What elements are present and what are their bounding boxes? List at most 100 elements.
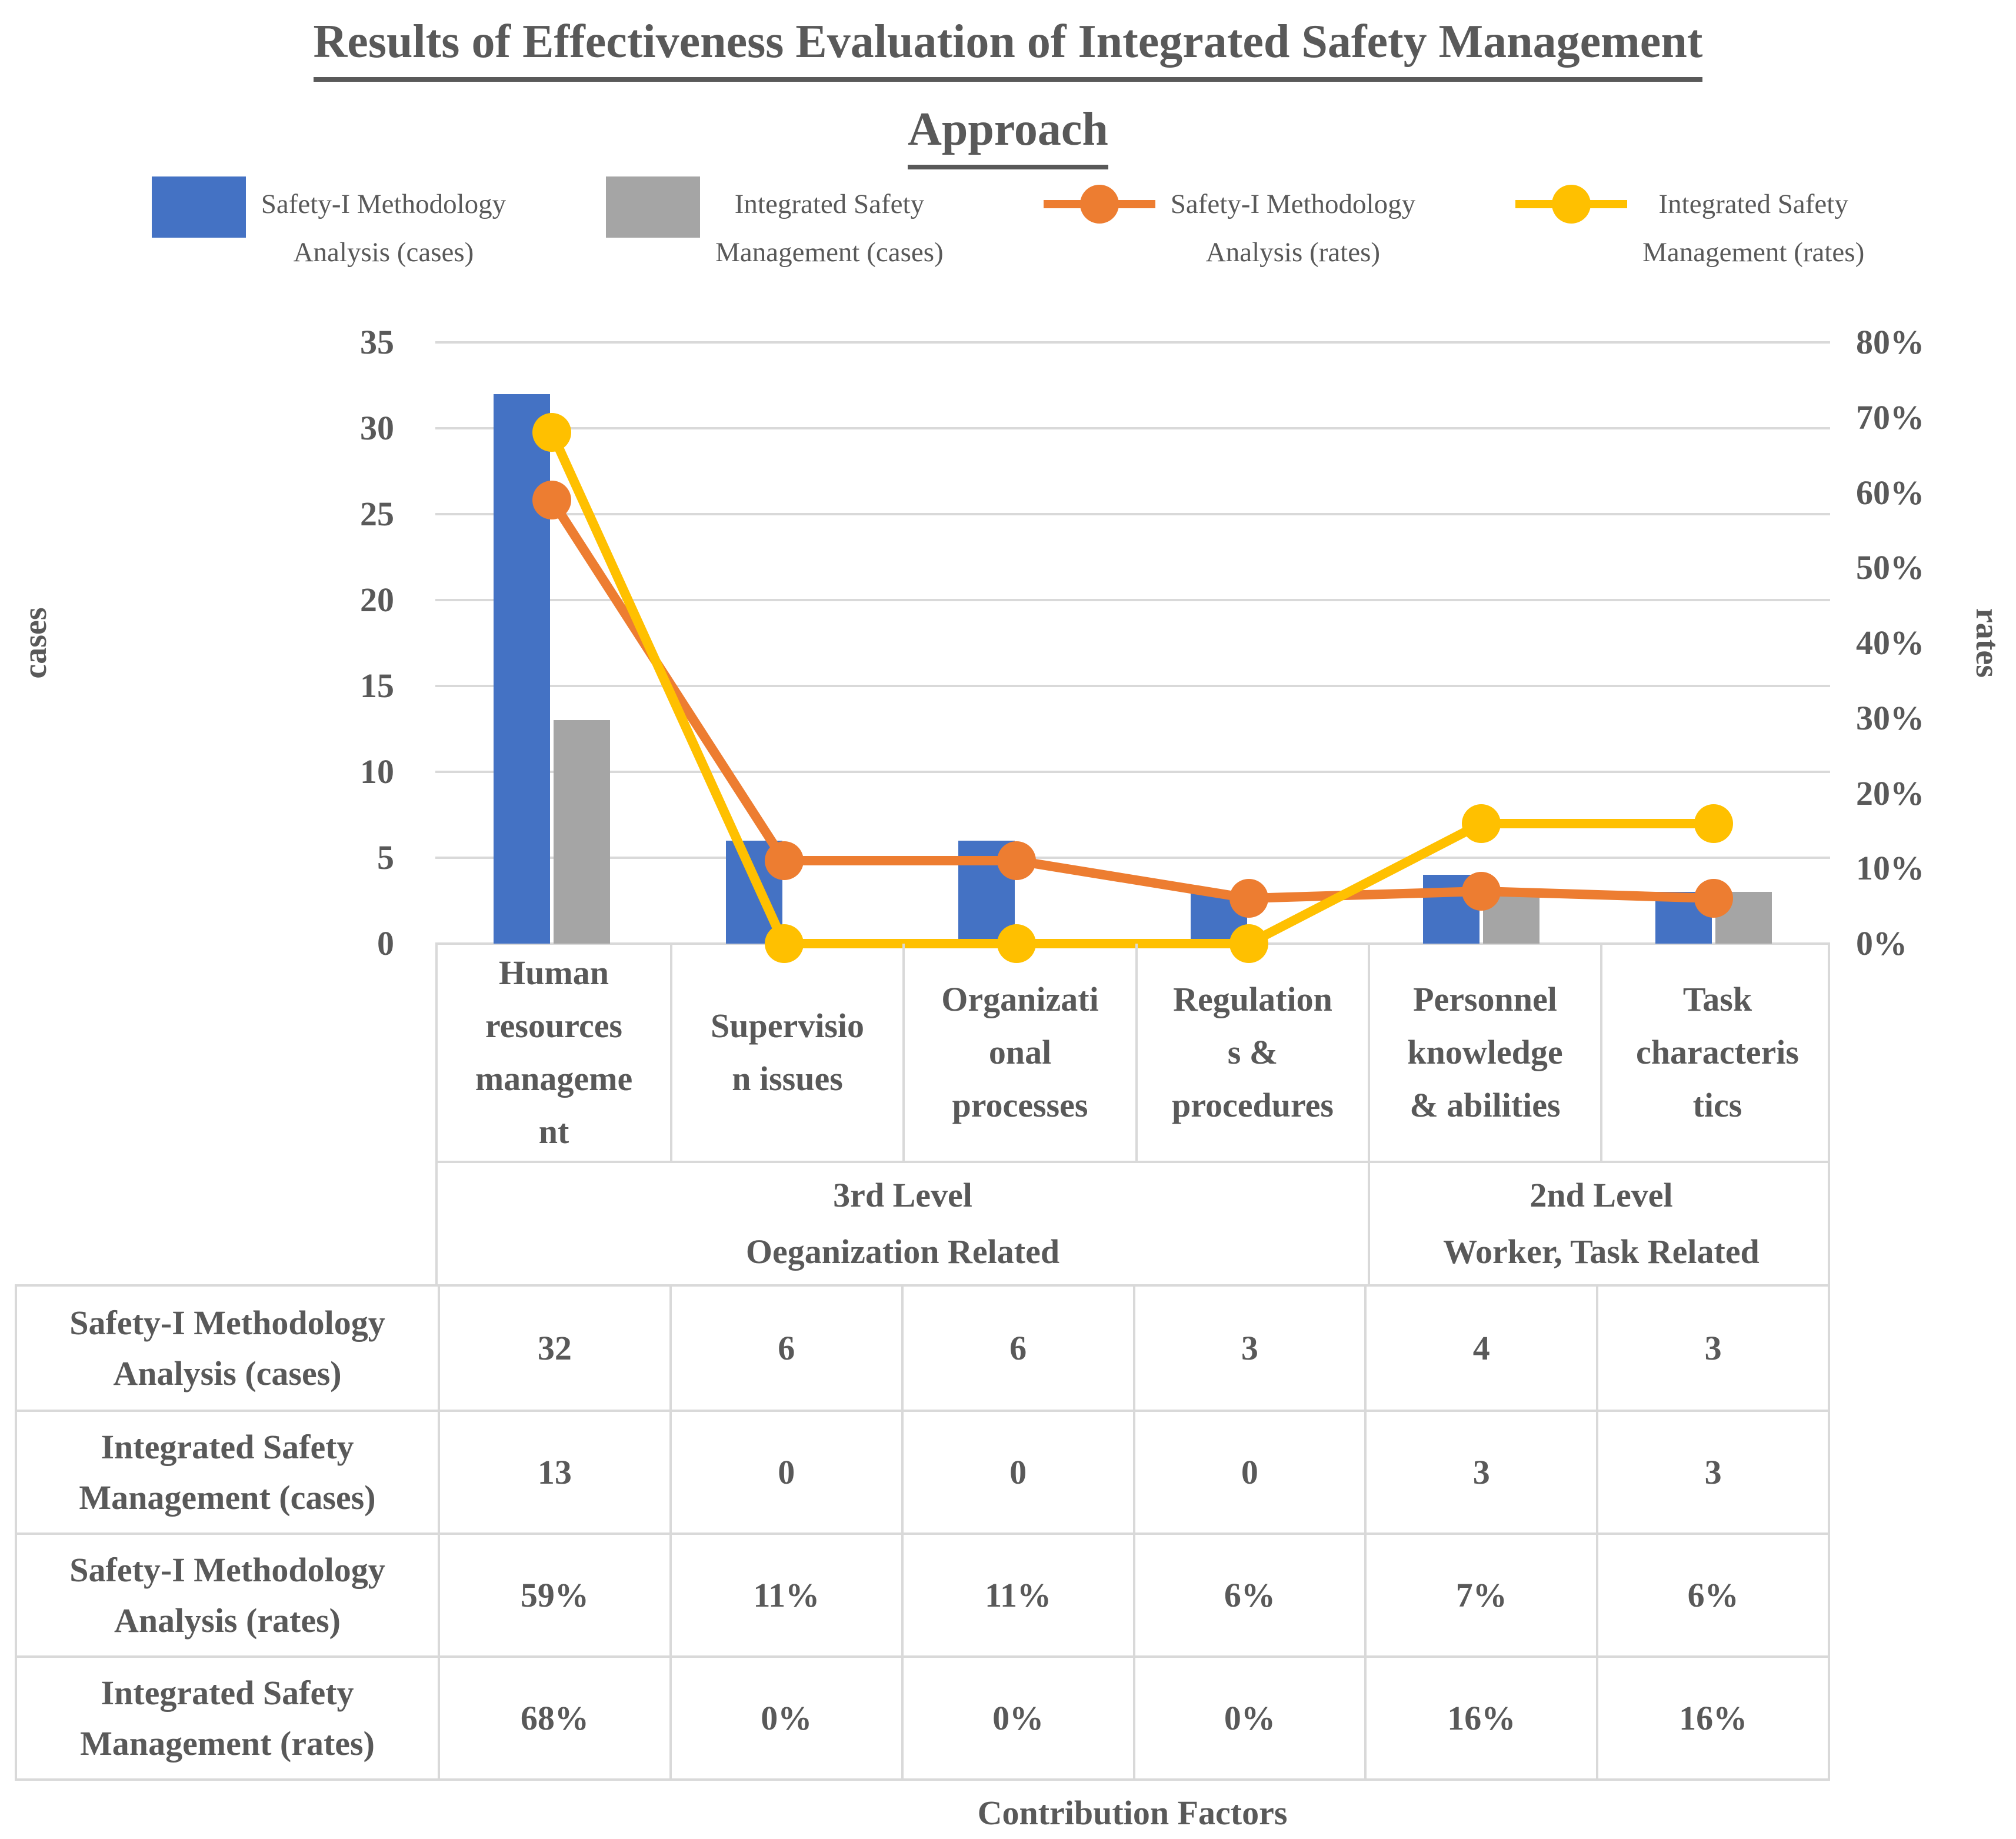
value-cell: 59% — [438, 1532, 669, 1655]
value-cell: 0 — [901, 1410, 1133, 1532]
category-label: Regulation s & procedures — [1135, 944, 1368, 1161]
legend-item-3: Integrated Safety Management (rates) — [1515, 180, 1864, 276]
value-cell: 68% — [438, 1655, 669, 1778]
right-axis-title: rates — [1969, 608, 2005, 678]
rate-tick-label: 60% — [1856, 474, 1924, 512]
line-marker-icon — [1462, 872, 1501, 911]
value-cell: 16% — [1596, 1655, 1828, 1778]
category-label: Task characteris tics — [1600, 944, 1832, 1161]
value-cell: 0 — [1132, 1410, 1365, 1532]
line-marker-icon — [1462, 804, 1501, 843]
legend-label-line: Management (cases) — [715, 237, 944, 268]
line-marker-icon — [997, 841, 1036, 880]
line-marker-icon — [1694, 804, 1733, 843]
value-cell: 6% — [1596, 1532, 1828, 1655]
rate-tick-label: 40% — [1856, 624, 1924, 662]
gridline — [435, 341, 1830, 344]
value-cell: 3 — [1596, 1410, 1828, 1532]
plot-area — [435, 341, 1830, 963]
rate-tick-label: 0% — [1856, 924, 1907, 962]
legend-line-marker-icon — [1515, 180, 1628, 228]
rate-tick-label: 70% — [1856, 398, 1924, 437]
legend-label-line: Safety-I Methodology — [1170, 189, 1416, 219]
gridline — [435, 857, 1830, 859]
value-cell: 3 — [1596, 1287, 1828, 1410]
line-marker-icon — [1229, 924, 1268, 963]
chart-title-text1: Results of Effectiveness Evaluation of I… — [313, 16, 1703, 82]
value-cell: 0% — [901, 1655, 1133, 1778]
value-cell: 11% — [669, 1532, 901, 1655]
legend-label-line: Integrated Safety — [734, 189, 925, 219]
data-table: Safety-I Methodology Analysis (cases) 32 6… — [15, 1284, 1830, 1781]
legend-label: Integrated Safety Management (cases) — [715, 180, 944, 276]
rates-lines-layer — [532, 413, 1733, 963]
value-cell: 3 — [1364, 1410, 1597, 1532]
rates-line-safety-i — [547, 495, 1718, 903]
legend-label-line: Analysis (rates) — [1205, 237, 1381, 268]
category-label: Supervisio n issues — [670, 944, 902, 1161]
value-cell: 6 — [901, 1287, 1133, 1410]
y-tick-label: 35 — [360, 323, 394, 361]
value-cell: 6 — [669, 1287, 901, 1410]
legend-label: Safety-I Methodology Analysis (rates) — [1171, 180, 1415, 276]
category-label: Human resources manageme nt — [475, 953, 633, 1151]
legend: Safety-I Methodology Analysis (cases) Inte… — [0, 176, 2016, 276]
group-label: 3rd Level Oeganization Related — [745, 1176, 1060, 1271]
y-tick-label: 5 — [377, 838, 394, 877]
row-label: Integrated Safety Management (rates) — [17, 1655, 438, 1778]
legend-label-line: Integrated Safety — [1658, 189, 1848, 219]
group-label: 2nd Level Worker, Task Related — [1368, 1163, 1832, 1284]
value-cell: 16% — [1364, 1655, 1597, 1778]
y-tick-label: 25 — [360, 495, 394, 533]
rate-tick-label: 30% — [1856, 699, 1924, 737]
line-marker-icon — [1694, 879, 1733, 918]
value-cell: 4 — [1364, 1287, 1596, 1410]
gridline — [435, 427, 1830, 429]
chart-title-text2: Approach — [908, 104, 1108, 169]
y-tick-label: 15 — [360, 667, 394, 705]
rate-tick-label: 10% — [1856, 849, 1924, 887]
row-label: Integrated Safety Management (cases) — [17, 1410, 438, 1532]
y-tick-label: 30 — [360, 409, 394, 447]
value-cell: 7% — [1364, 1532, 1597, 1655]
legend-label-line: Safety-I Methodology — [261, 189, 507, 219]
value-cell: 0% — [1132, 1655, 1365, 1778]
bar-integrated-cases — [554, 720, 610, 944]
value-cell: 3 — [1132, 1287, 1365, 1410]
category-label-row: Human resources manageme nt Supervisio n … — [435, 944, 1830, 1161]
value-cell: 32 — [438, 1287, 669, 1410]
rate-tick-label: 20% — [1856, 774, 1924, 812]
legend-label-line: Analysis (cases) — [293, 237, 474, 268]
y-tick-label: 10 — [360, 752, 394, 791]
chart-title-line1: Results of Effectiveness Evaluation of I… — [0, 15, 2016, 82]
value-cell: 13 — [438, 1410, 669, 1532]
gridline — [435, 513, 1830, 515]
rates-line-integrated — [547, 428, 1718, 948]
legend-item-2: Safety-I Methodology Analysis (rates) — [1043, 180, 1415, 276]
gridline — [435, 685, 1830, 687]
legend-line-marker-icon — [1043, 180, 1155, 228]
chart-title: Results of Effectiveness Evaluation of I… — [0, 15, 2016, 191]
category-label: Organizati onal processes — [902, 944, 1135, 1161]
legend-dot-icon — [1079, 185, 1119, 224]
y-tick-label: 0 — [377, 924, 394, 962]
legend-label: Integrated Safety Management (rates) — [1642, 180, 1864, 276]
rate-tick-label: 50% — [1856, 548, 1924, 587]
line-marker-icon — [532, 481, 571, 519]
gridline — [435, 771, 1830, 773]
legend-bar-swatch-icon — [606, 176, 701, 238]
x-axis-title: Contribution Factors — [977, 1794, 1288, 1832]
legend-label-line: Management (rates) — [1642, 237, 1865, 268]
y-tick-label: 20 — [360, 581, 394, 619]
line-marker-icon — [1229, 879, 1268, 918]
gridline — [435, 599, 1830, 601]
legend-label: Safety-I Methodology Analysis (cases) — [261, 180, 506, 276]
line-marker-icon — [765, 841, 804, 880]
chart-title-line2: Approach — [0, 103, 2016, 169]
legend-dot-icon — [1552, 185, 1591, 224]
rate-tick-label: 80% — [1856, 323, 1924, 361]
legend-item-1: Integrated Safety Management (cases) — [606, 176, 944, 276]
line-marker-icon — [997, 924, 1036, 963]
group-label-row: 3rd Level Oeganization Related 2nd Level … — [435, 1161, 1830, 1284]
